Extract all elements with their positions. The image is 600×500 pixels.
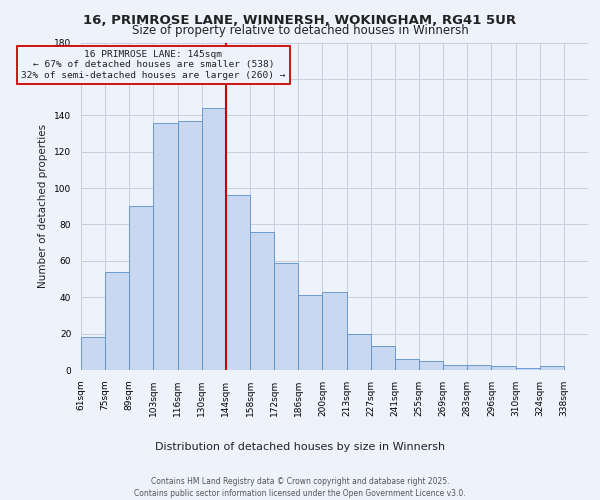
Bar: [250, 232, 274, 370]
Bar: [347, 334, 371, 370]
Bar: [81, 337, 105, 370]
Bar: [105, 272, 129, 370]
Bar: [202, 108, 226, 370]
Bar: [491, 366, 515, 370]
Text: 16, PRIMROSE LANE, WINNERSH, WOKINGHAM, RG41 5UR: 16, PRIMROSE LANE, WINNERSH, WOKINGHAM, …: [83, 14, 517, 27]
Bar: [540, 366, 564, 370]
Bar: [395, 359, 419, 370]
Bar: [322, 292, 347, 370]
Bar: [226, 196, 250, 370]
Bar: [515, 368, 540, 370]
Bar: [443, 364, 467, 370]
Bar: [419, 361, 443, 370]
Bar: [298, 296, 322, 370]
Text: Distribution of detached houses by size in Winnersh: Distribution of detached houses by size …: [155, 442, 445, 452]
Bar: [274, 262, 298, 370]
Bar: [129, 206, 154, 370]
Text: Contains HM Land Registry data © Crown copyright and database right 2025.
Contai: Contains HM Land Registry data © Crown c…: [134, 476, 466, 498]
Bar: [371, 346, 395, 370]
Text: Size of property relative to detached houses in Winnersh: Size of property relative to detached ho…: [131, 24, 469, 37]
Bar: [467, 364, 491, 370]
Bar: [178, 120, 202, 370]
Y-axis label: Number of detached properties: Number of detached properties: [38, 124, 49, 288]
Text: 16 PRIMROSE LANE: 145sqm
← 67% of detached houses are smaller (538)
32% of semi-: 16 PRIMROSE LANE: 145sqm ← 67% of detach…: [21, 50, 286, 80]
Bar: [154, 122, 178, 370]
